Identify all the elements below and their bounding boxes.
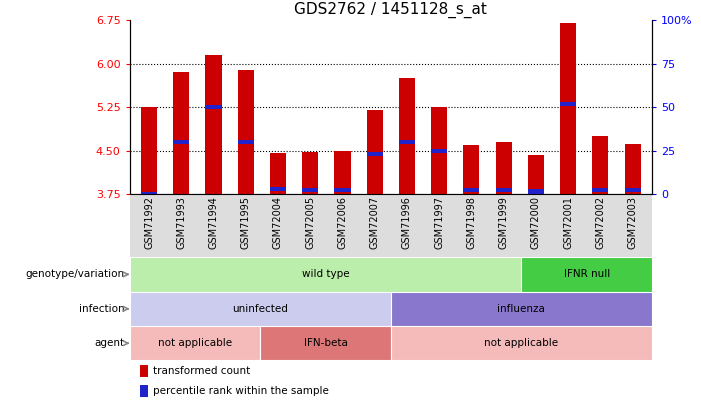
- Bar: [528, 155, 544, 194]
- Bar: [560, 102, 576, 107]
- Text: not applicable: not applicable: [158, 338, 232, 348]
- Bar: [625, 144, 641, 194]
- Title: GDS2762 / 1451128_s_at: GDS2762 / 1451128_s_at: [294, 1, 487, 17]
- Bar: [560, 23, 576, 194]
- Bar: [130, 257, 522, 292]
- Bar: [399, 78, 415, 194]
- Text: uninfected: uninfected: [232, 304, 288, 314]
- Bar: [528, 190, 544, 194]
- Bar: [141, 107, 157, 194]
- Bar: [522, 257, 652, 292]
- Text: GSM71995: GSM71995: [240, 196, 251, 249]
- Bar: [270, 187, 286, 191]
- Bar: [334, 151, 350, 194]
- Text: GSM72003: GSM72003: [627, 196, 638, 249]
- Bar: [391, 292, 652, 326]
- Text: transformed count: transformed count: [154, 367, 250, 376]
- Text: GSM72001: GSM72001: [563, 196, 573, 249]
- Text: GSM72007: GSM72007: [369, 196, 380, 249]
- Bar: [205, 105, 222, 109]
- Bar: [391, 326, 652, 360]
- Text: percentile rank within the sample: percentile rank within the sample: [154, 386, 329, 396]
- Bar: [399, 140, 415, 144]
- Text: not applicable: not applicable: [484, 338, 559, 348]
- Text: GSM71993: GSM71993: [176, 196, 186, 249]
- Text: GSM71998: GSM71998: [466, 196, 477, 249]
- Bar: [130, 326, 260, 360]
- Text: GSM72004: GSM72004: [273, 196, 283, 249]
- Text: influenza: influenza: [498, 304, 545, 314]
- Bar: [367, 110, 383, 194]
- Text: GSM72002: GSM72002: [595, 196, 606, 249]
- Text: GSM71996: GSM71996: [402, 196, 412, 249]
- Text: GSM72005: GSM72005: [305, 196, 315, 249]
- Bar: [592, 188, 608, 192]
- Bar: [334, 188, 350, 192]
- Text: GSM71992: GSM71992: [144, 196, 154, 249]
- Bar: [260, 326, 391, 360]
- Bar: [130, 194, 652, 257]
- Bar: [270, 153, 286, 194]
- Bar: [592, 136, 608, 194]
- Bar: [431, 107, 447, 194]
- Bar: [238, 70, 254, 194]
- Bar: [130, 292, 391, 326]
- Text: GSM71999: GSM71999: [498, 196, 509, 249]
- Bar: [367, 152, 383, 156]
- Text: genotype/variation: genotype/variation: [25, 269, 125, 279]
- Text: GSM72000: GSM72000: [531, 196, 541, 249]
- Bar: [238, 140, 254, 144]
- Bar: [140, 365, 148, 377]
- Text: GSM71994: GSM71994: [208, 196, 219, 249]
- Bar: [463, 188, 479, 192]
- Bar: [431, 149, 447, 153]
- Bar: [625, 188, 641, 192]
- Bar: [141, 192, 157, 196]
- Bar: [173, 140, 189, 144]
- Text: wild type: wild type: [301, 269, 349, 279]
- Text: infection: infection: [79, 304, 125, 314]
- Text: IFN-beta: IFN-beta: [304, 338, 348, 348]
- Text: GSM71997: GSM71997: [434, 196, 444, 249]
- Text: IFNR null: IFNR null: [564, 269, 610, 279]
- Text: agent: agent: [95, 338, 125, 348]
- Text: GSM72006: GSM72006: [337, 196, 348, 249]
- Bar: [173, 72, 189, 194]
- Bar: [140, 385, 148, 397]
- Bar: [302, 188, 318, 192]
- Bar: [496, 188, 512, 192]
- Bar: [205, 55, 222, 194]
- Bar: [496, 142, 512, 194]
- Bar: [302, 152, 318, 194]
- Bar: [463, 145, 479, 194]
